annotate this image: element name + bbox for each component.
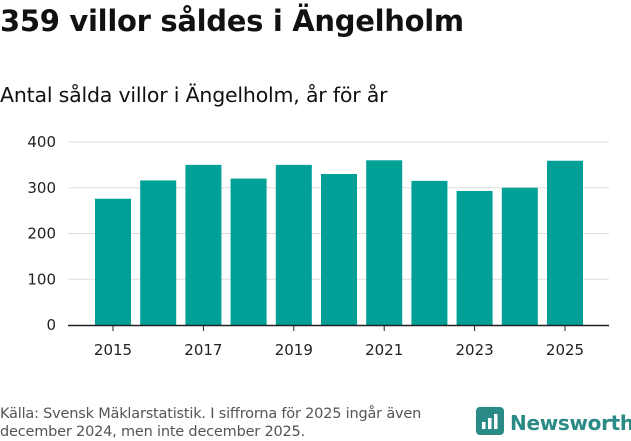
- newsworthy-brand[interactable]: Newsworthy: [476, 407, 631, 439]
- y-axis-ticks: 0 100 200 300 400: [27, 133, 56, 334]
- x-axis-ticks: 2015 2017 2019 2021 2023 2025: [94, 325, 584, 359]
- x-tick-label: 2021: [365, 341, 403, 359]
- newsworthy-logo-icon: [476, 407, 504, 439]
- y-tick-label: 100: [27, 270, 56, 288]
- x-tick-label: 2023: [456, 341, 494, 359]
- bar-2022[interactable]: [411, 180, 448, 325]
- bar-2019[interactable]: [275, 164, 312, 325]
- chart-subtitle: Antal sålda villor i Ängelholm, år för å…: [0, 83, 388, 107]
- source-note: Källa: Svensk Mäklarstatistik. I siffror…: [0, 406, 422, 440]
- y-tick-label: 0: [46, 316, 56, 334]
- bar-2015[interactable]: [95, 198, 131, 325]
- bar-2024[interactable]: [501, 187, 538, 325]
- x-tick-label: 2015: [94, 341, 132, 359]
- bar-2017[interactable]: [185, 164, 222, 325]
- y-tick-label: 300: [27, 179, 56, 197]
- y-tick-label: 200: [27, 225, 56, 243]
- chart-title: 359 villor såldes i Ängelholm: [0, 4, 464, 38]
- x-tick-label: 2019: [275, 341, 313, 359]
- bar-2025[interactable]: [547, 160, 583, 325]
- bar-2018[interactable]: [230, 178, 267, 325]
- bar-2020[interactable]: [321, 174, 357, 325]
- bars: [95, 160, 583, 325]
- bar-2023[interactable]: [456, 190, 493, 325]
- y-tick-label: 400: [27, 133, 56, 151]
- bar-2016[interactable]: [140, 180, 177, 325]
- brand-name: Newsworthy: [510, 411, 631, 435]
- bar-2021[interactable]: [366, 160, 403, 325]
- x-tick-label: 2017: [184, 341, 222, 359]
- x-tick-label: 2025: [546, 341, 584, 359]
